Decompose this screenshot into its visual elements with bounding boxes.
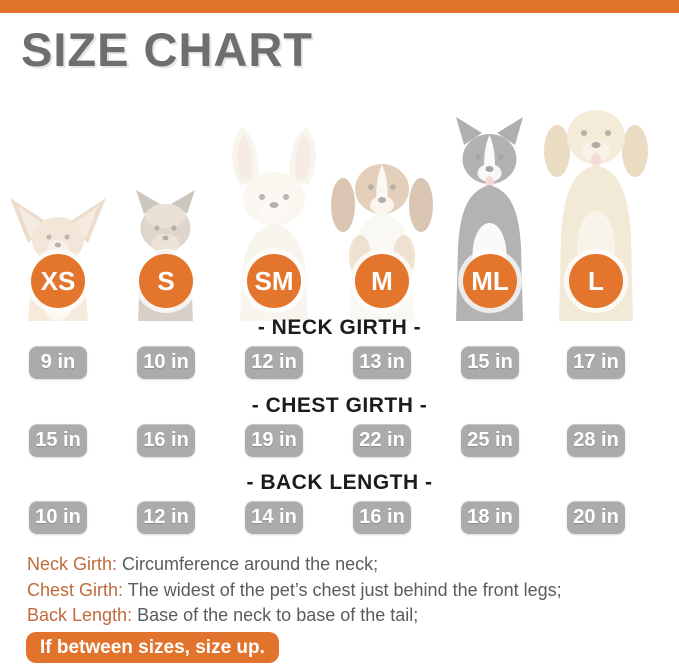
back-length-definition: Back Length: Base of the neck to base of… <box>27 603 562 629</box>
chest-value-xs: 15 in <box>29 424 87 457</box>
chest-value-sm: 19 in <box>245 424 303 457</box>
chest-girth-definition: Chest Girth: The widest of the pet’s che… <box>27 578 562 604</box>
chest-girth-values-row: 15 in 16 in 19 in 22 in 25 in 28 in <box>0 424 679 457</box>
size-badge-m: M <box>355 254 409 308</box>
neck-girth-definition: Neck Girth: Circumference around the nec… <box>27 552 562 578</box>
chest-girth-term: Chest Girth: <box>27 579 124 600</box>
back-value-sm: 14 in <box>245 501 303 534</box>
back-value-m: 16 in <box>353 501 411 534</box>
neck-value-ml: 15 in <box>461 346 519 379</box>
neck-girth-heading: - NECK GIRTH - <box>257 316 422 339</box>
top-accent-bar <box>0 0 679 13</box>
back-value-l: 20 in <box>567 501 625 534</box>
back-value-s: 12 in <box>137 501 195 534</box>
back-length-term: Back Length: <box>27 605 133 625</box>
size-badge-s: S <box>139 254 193 308</box>
page-title: SIZE CHART <box>21 23 313 76</box>
chest-value-m: 22 in <box>353 424 411 457</box>
chest-girth-heading: - CHEST GIRTH - <box>251 394 428 417</box>
neck-girth-values-row: 9 in 10 in 12 in 13 in 15 in 17 in <box>0 346 679 379</box>
neck-girth-term: Neck Girth: <box>27 554 118 574</box>
back-value-xs: 10 in <box>29 501 87 534</box>
chest-value-ml: 25 in <box>461 424 519 457</box>
neck-value-l: 17 in <box>567 346 625 379</box>
chest-value-l: 28 in <box>567 424 625 457</box>
size-badges-row: XS S SM M ML L <box>0 254 679 308</box>
back-length-heading: - BACK LENGTH - <box>246 471 433 494</box>
size-badge-sm: SM <box>247 254 301 308</box>
measurement-definitions: Neck Girth: Circumference around the nec… <box>27 552 562 629</box>
neck-value-s: 10 in <box>137 346 195 379</box>
back-length-description: Base of the neck to base of the tail; <box>137 605 419 625</box>
size-badge-xs: XS <box>31 254 85 308</box>
neck-value-xs: 9 in <box>29 346 87 379</box>
size-badge-ml: ML <box>463 254 517 308</box>
chest-value-s: 16 in <box>137 424 195 457</box>
neck-value-sm: 12 in <box>245 346 303 379</box>
chest-girth-description: The widest of the pet’s chest just behin… <box>127 579 562 600</box>
neck-value-m: 13 in <box>353 346 411 379</box>
neck-girth-description: Circumference around the neck; <box>122 554 379 574</box>
size-badge-l: L <box>569 254 623 308</box>
back-value-ml: 18 in <box>461 501 519 534</box>
size-up-note: If between sizes, size up. <box>26 632 279 663</box>
back-length-values-row: 10 in 12 in 14 in 16 in 18 in 20 in <box>0 501 679 534</box>
